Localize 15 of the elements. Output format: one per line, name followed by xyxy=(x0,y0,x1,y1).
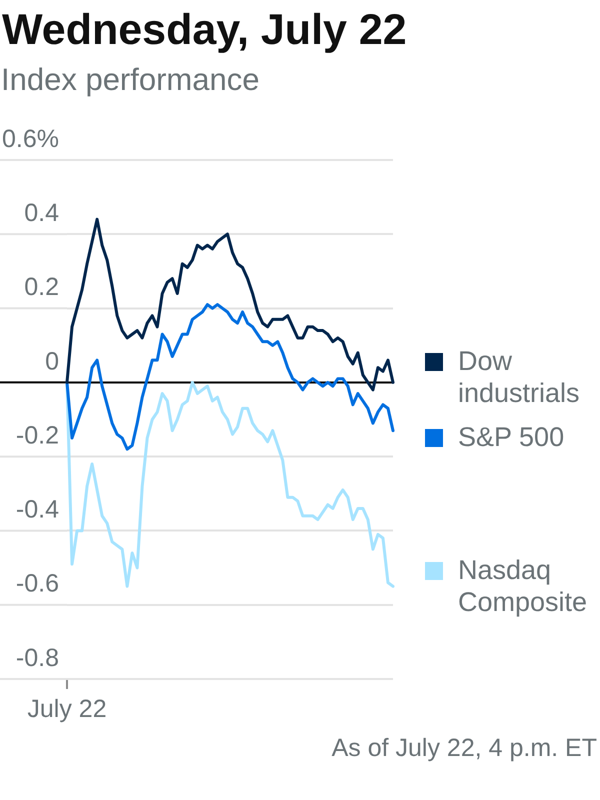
chart-subtitle: Index performance xyxy=(1,62,260,98)
y-tick-label: 0.6% xyxy=(2,124,59,153)
legend-label: Dow industrials xyxy=(458,344,581,409)
y-tick-label: -0.2 xyxy=(16,421,59,450)
legend-label: Nasdaq Composite xyxy=(458,554,588,618)
y-tick-label: -0.6 xyxy=(16,570,59,598)
y-tick-label: 0.4 xyxy=(24,199,60,228)
y-tick-label: -0.8 xyxy=(16,644,59,672)
y-tick-label: 0.2 xyxy=(24,273,59,302)
chart-title: Wednesday, July 22 xyxy=(2,6,407,54)
x-tick-label: July 22 xyxy=(27,694,107,723)
y-tick-label: -0.4 xyxy=(16,496,60,524)
y-tick-label: 0 xyxy=(45,347,59,376)
text: As of July 22, 4 p.m. ET xyxy=(332,733,597,763)
legend-label: S&P 500 xyxy=(458,420,566,453)
